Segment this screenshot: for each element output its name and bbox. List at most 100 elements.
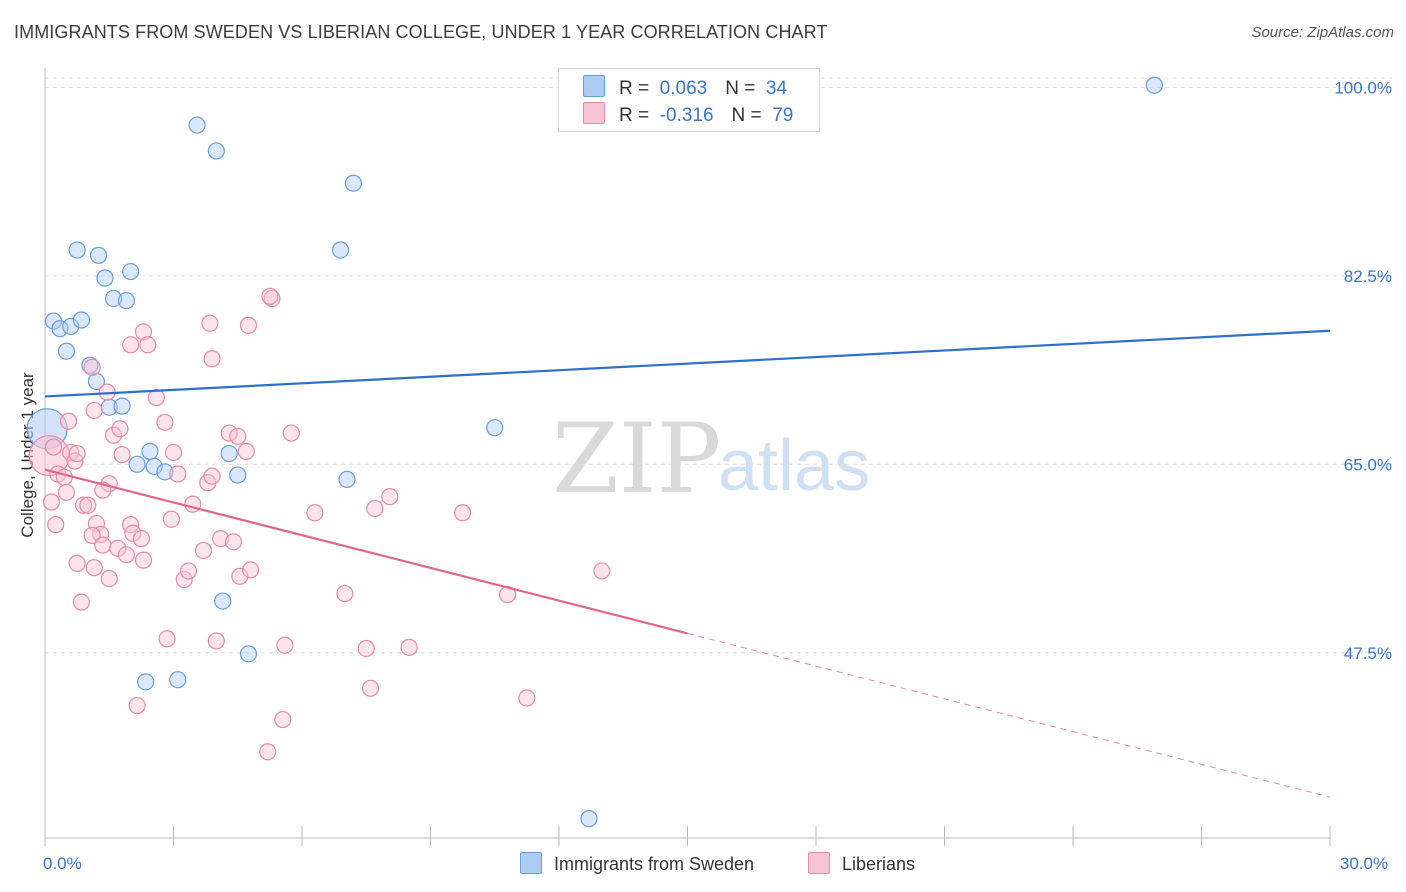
r-label: R = <box>619 78 650 99</box>
sweden-point <box>331 241 350 259</box>
sweden-point <box>51 320 69 338</box>
liberian-point <box>158 630 176 648</box>
watermark-zip: ZIP <box>552 403 721 515</box>
liberian-point <box>42 493 61 511</box>
liberian-point <box>147 388 165 407</box>
liberian-point <box>282 424 300 442</box>
liberian-point <box>92 525 110 543</box>
liberian-point <box>68 554 86 572</box>
liberian-point <box>55 468 73 486</box>
liberian-point <box>109 539 127 557</box>
liberian-point <box>203 467 221 485</box>
liberian-point <box>239 316 258 334</box>
liberian-point <box>276 636 294 654</box>
liberian-point <box>175 570 193 589</box>
liberian-point <box>122 336 140 354</box>
sweden-point <box>486 419 504 437</box>
sweden-point <box>89 246 108 264</box>
y-tick-label: 47.5% <box>1344 644 1392 663</box>
liberian-point <box>164 443 183 462</box>
liberian-point <box>229 427 247 445</box>
chart-title: IMMIGRANTS FROM SWEDEN VS LIBERIAN COLLE… <box>14 22 828 42</box>
sweden-point <box>87 372 106 390</box>
liberian-point <box>128 696 146 715</box>
liberian-point <box>201 314 219 332</box>
liberians-legend-label: Liberians <box>842 854 916 874</box>
sweden-point <box>122 262 140 281</box>
liberian-point <box>68 444 86 463</box>
liberian-point <box>169 465 187 483</box>
r-value: 0.063 <box>659 78 708 99</box>
liberian-point <box>44 438 63 456</box>
sweden-point <box>1145 76 1163 94</box>
y-tick-label: 82.5% <box>1344 267 1392 286</box>
sweden-point <box>57 342 76 360</box>
liberian-point <box>242 561 260 579</box>
sweden-point <box>117 292 135 310</box>
liberian-point <box>85 559 103 577</box>
n-label: N = <box>731 105 762 126</box>
legend-item-sweden[interactable]: Immigrants from Sweden <box>520 852 754 876</box>
liberian-point <box>85 401 103 420</box>
liberian-point <box>162 510 180 528</box>
liberian-points <box>28 287 611 761</box>
sweden-point <box>128 455 146 473</box>
legend-row-liberians: R = -0.316 N = 79 <box>583 102 793 126</box>
sweden-point <box>207 142 225 160</box>
liberian-point <box>79 496 97 514</box>
liberian-point <box>224 533 243 551</box>
liberian-point <box>134 323 153 341</box>
liberian-point <box>47 516 65 534</box>
n-value: 79 <box>772 105 794 126</box>
sweden-point <box>145 457 163 476</box>
liberian-point <box>518 689 536 707</box>
liberian-point <box>237 442 255 460</box>
sweden-point <box>169 671 187 689</box>
liberians-legend-swatch <box>808 852 830 874</box>
correlation-legend: R = 0.063 N = 34 R = -0.316 N = 79 <box>558 68 820 132</box>
liberian-point <box>259 743 277 761</box>
sweden-point <box>81 356 99 374</box>
liberian-point <box>212 530 230 548</box>
sweden-point <box>62 317 80 336</box>
watermark-atlas: atlas <box>718 426 870 506</box>
liberian-trend-line <box>44 468 688 635</box>
liberian-point <box>59 412 78 430</box>
liberian-point <box>207 632 225 650</box>
sweden-point <box>188 116 206 134</box>
liberian-point <box>454 504 472 522</box>
liberian-point <box>156 413 174 431</box>
liberian-point <box>179 562 198 580</box>
sweden-point <box>72 311 91 329</box>
liberian-point <box>357 639 375 658</box>
liberian-point <box>83 526 101 544</box>
liberian-point <box>124 524 142 542</box>
liberian-point <box>336 584 354 603</box>
liberian-point <box>74 496 93 514</box>
trend-lines <box>44 329 1331 798</box>
liberian-point <box>94 536 112 554</box>
y-tick-label: 65.0% <box>1344 455 1392 474</box>
liberian-point <box>400 638 418 656</box>
legend-item-liberians[interactable]: Liberians <box>808 852 915 876</box>
tick-labels: 100.0% 82.5% 65.0% 47.5% 0.0% 30.0% <box>43 78 1392 873</box>
sweden-point <box>239 645 258 663</box>
liberian-point <box>111 420 129 438</box>
sweden-point <box>580 810 598 828</box>
sweden-point <box>229 466 247 484</box>
liberian-point <box>203 350 221 368</box>
liberian-point <box>104 426 123 444</box>
sweden-legend-label: Immigrants from Sweden <box>554 854 755 874</box>
liberian-point <box>134 551 153 569</box>
liberian-point <box>117 546 135 564</box>
liberian-point <box>366 499 384 518</box>
liberian-point <box>62 443 80 462</box>
legend-row-sweden: R = 0.063 N = 34 <box>583 75 787 99</box>
sweden-point <box>113 397 131 415</box>
liberian-point <box>83 358 101 376</box>
liberian-point <box>361 679 380 697</box>
sweden-point <box>137 673 155 691</box>
sweden-point <box>141 442 159 460</box>
liberian-point <box>381 488 399 506</box>
